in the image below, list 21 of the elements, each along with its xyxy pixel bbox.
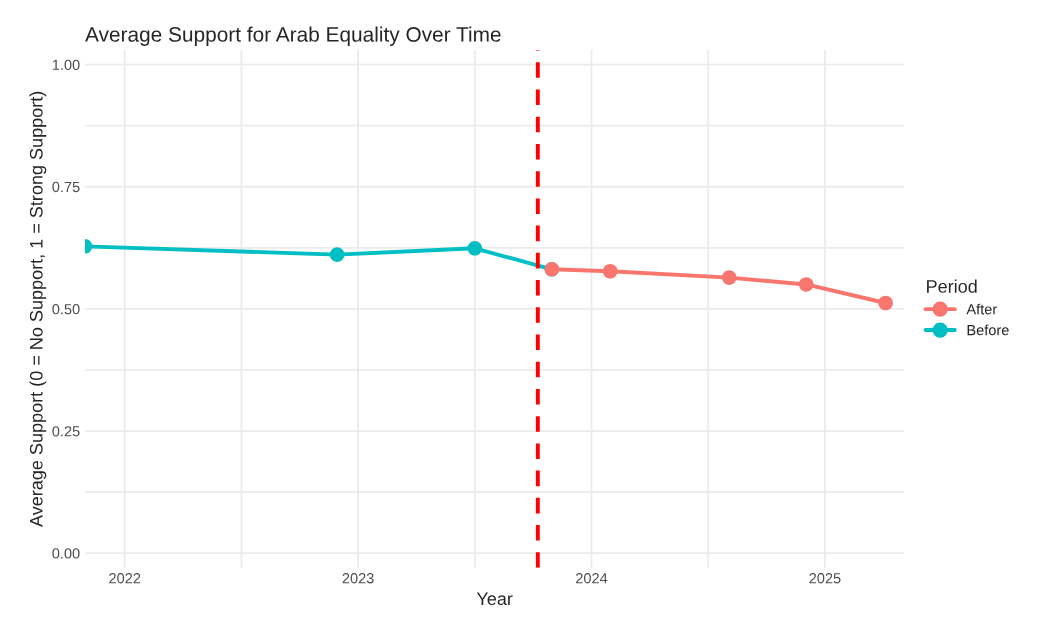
x-axis-title: Year	[476, 592, 513, 606]
x-tick-label: 2022	[109, 573, 141, 584]
x-tick-label: 2023	[342, 573, 374, 584]
x-tick-label: 2025	[809, 573, 841, 584]
point	[329, 247, 345, 262]
point	[878, 295, 893, 311]
y-tick-label: 0.50	[52, 303, 80, 315]
legend-label: After	[966, 303, 997, 315]
x-tick-label: 2024	[576, 573, 608, 584]
point	[721, 270, 737, 285]
point	[602, 263, 618, 279]
chart-title: Average Support for Arab Equality Over Time	[85, 26, 501, 46]
y-tick-label: 0.00	[52, 548, 80, 559]
y-axis-title: Average Support (0 = No Support, 1 = Strong Support)	[29, 91, 47, 527]
legend-title: Period	[927, 279, 977, 293]
y-tick-label: 0.25	[52, 426, 80, 437]
y-tick-label: 1.00	[52, 59, 80, 71]
point	[467, 241, 483, 256]
y-tick-label: 0.75	[52, 181, 80, 193]
point	[798, 277, 814, 292]
legend-label: Before	[967, 324, 1009, 336]
